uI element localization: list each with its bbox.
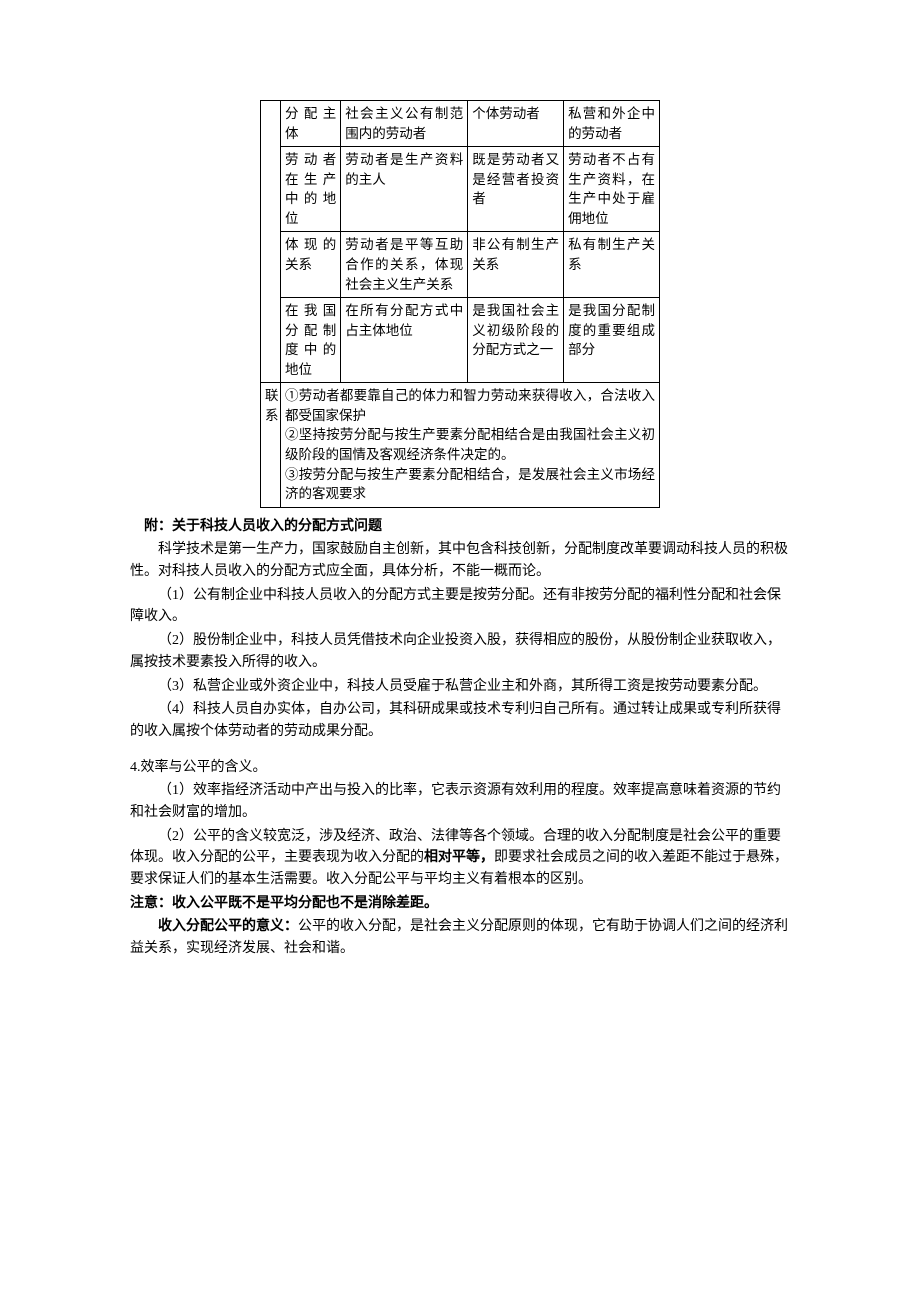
cell: 是我国分配制度的重要组成部分 [564, 298, 660, 383]
appendix-item: （3）私营企业或外资企业中，科技人员受雇于私营企业主和外商，其所得工资是按劳动要… [130, 676, 790, 698]
section-4-meaning: 收入分配公平的意义：公平的收入分配，是社会主义分配原则的体现，它有助于协调人们之… [130, 916, 790, 959]
table-row-lianxi: 联系 ①劳动者都要靠自己的体力和智力劳动来获得收入，合法收入都受国家保护 ②坚持… [261, 383, 660, 507]
cell: 非公有制生产关系 [468, 232, 564, 298]
section-4-note: 注意：收入公平既不是平均分配也不是消除差距。 [130, 893, 790, 915]
comparison-table: 分配主体 社会主义公有制范围内的劳动者 个体劳动者 私营和外企中的劳动者 劳动者… [260, 100, 660, 508]
row-label: 分配主体 [281, 101, 341, 147]
cell: 劳动者是生产资料的主人 [341, 147, 468, 232]
row-label: 劳动者在生产中的地位 [281, 147, 341, 232]
section-4-p1: （1）效率指经济活动中产出与投入的比率，它表示资源有效利用的程度。效率提高意味着… [130, 780, 790, 823]
cell: 既是劳动者又是经营者投资者 [468, 147, 564, 232]
section-4: 4.效率与公平的含义。 （1）效率指经济活动中产出与投入的比率，它表示资源有效利… [130, 757, 790, 960]
meaning-label: 收入分配公平的意义： [158, 919, 298, 934]
cell: 私营和外企中的劳动者 [564, 101, 660, 147]
appendix-title: 附：关于科技人员收入的分配方式问题 [130, 516, 790, 538]
appendix-item: （4）科技人员自办实体，自办公司，其科研成果或技术专利归自己所有。通过转让成果或… [130, 699, 790, 742]
table-row: 分配主体 社会主义公有制范围内的劳动者 个体劳动者 私营和外企中的劳动者 [261, 101, 660, 147]
cell: 劳动者是平等互助合作的关系，体现社会主义生产关系 [341, 232, 468, 298]
table-row: 在我国分配制度中的地位 在所有分配方式中占主体地位 是我国社会主义初级阶段的分配… [261, 298, 660, 383]
row-label: 在我国分配制度中的地位 [281, 298, 341, 383]
appendix-item: （1）公有制企业中科技人员收入的分配方式主要是按劳分配。还有非按劳分配的福利性分… [130, 585, 790, 628]
lianxi-cell: ①劳动者都要靠自己的体力和智力劳动来获得收入，合法收入都受国家保护 ②坚持按劳分… [281, 383, 660, 507]
appendix-block: 附：关于科技人员收入的分配方式问题 科学技术是第一生产力，国家鼓励自主创新，其中… [130, 516, 790, 743]
appendix-item: （2）股份制企业中，科技人员凭借技术向企业投资入股，获得相应的股份，从股份制企业… [130, 630, 790, 673]
note-text: 收入公平既不是平均分配也不是消除差距。 [172, 896, 438, 911]
row-label: 体现的关系 [281, 232, 341, 298]
left-group-top [261, 101, 281, 383]
appendix-intro: 科学技术是第一生产力，国家鼓励自主创新，其中包含科技创新，分配制度改革要调动科技… [130, 539, 790, 582]
cell: 私有制生产关系 [564, 232, 660, 298]
section-4-heading: 4.效率与公平的含义。 [130, 757, 790, 779]
table-row: 体现的关系 劳动者是平等互助合作的关系，体现社会主义生产关系 非公有制生产关系 … [261, 232, 660, 298]
cell: 是我国社会主义初级阶段的分配方式之一 [468, 298, 564, 383]
table-row: 劳动者在生产中的地位 劳动者是生产资料的主人 既是劳动者又是经营者投资者 劳动者… [261, 147, 660, 232]
note-label: 注意： [130, 896, 172, 911]
cell: 在所有分配方式中占主体地位 [341, 298, 468, 383]
cell: 社会主义公有制范围内的劳动者 [341, 101, 468, 147]
section-4-p2-bold: 相对平等， [424, 850, 494, 865]
section-4-p2: （2）公平的含义较宽泛，涉及经济、政治、法律等各个领域。合理的收入分配制度是社会… [130, 826, 790, 891]
cell: 个体劳动者 [468, 101, 564, 147]
cell: 劳动者不占有生产资料，在生产中处于雇佣地位 [564, 147, 660, 232]
left-group-lianxi: 联系 [261, 383, 281, 507]
